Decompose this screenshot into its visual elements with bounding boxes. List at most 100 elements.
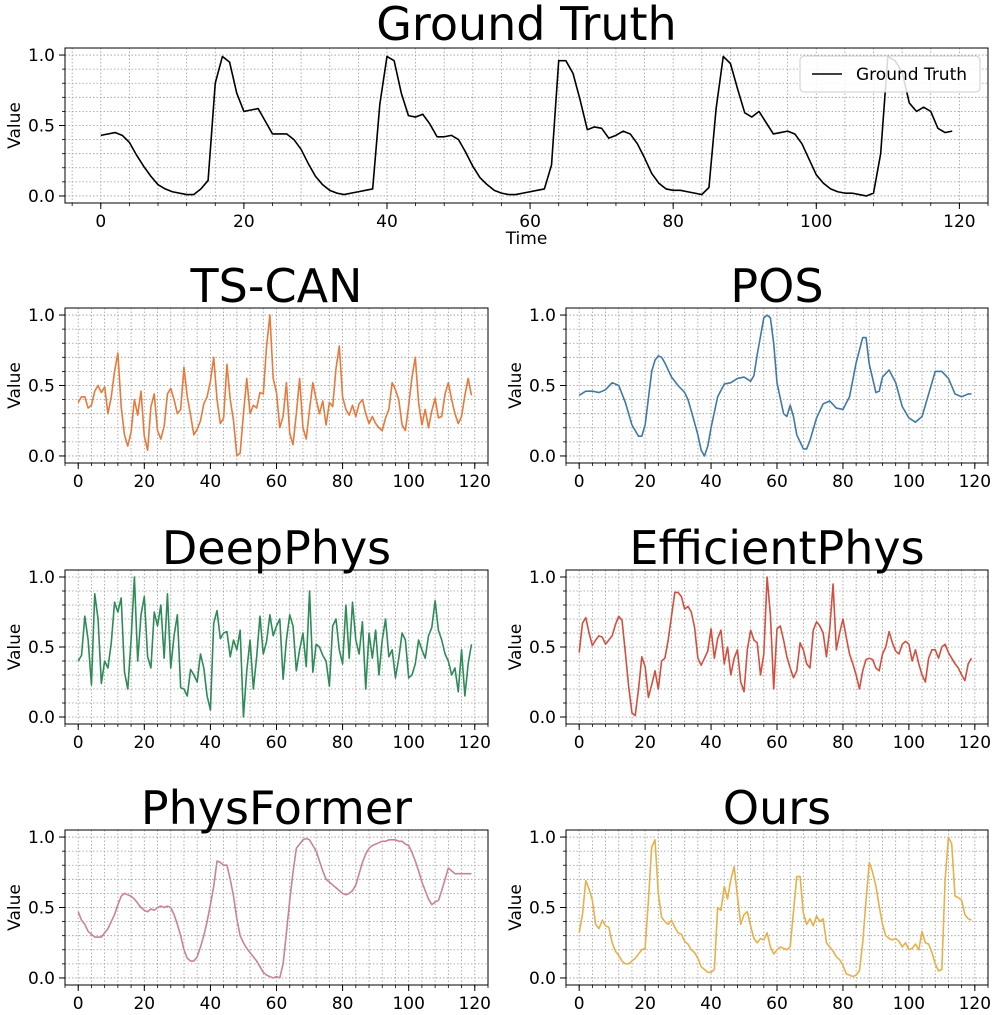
chart-title: DeepPhys (162, 521, 391, 575)
y-tick-label: 1.0 (28, 306, 55, 326)
grid-pos (565, 308, 989, 463)
x-tick-label: 60 (266, 733, 288, 753)
x-tick-label: 0 (73, 994, 84, 1014)
legend: Ground Truth (799, 55, 981, 93)
x-tick-label: 40 (700, 733, 722, 753)
x-tick-label: 120 (459, 472, 491, 492)
x-tick-label: 20 (634, 733, 656, 753)
y-tick-label: 0.0 (529, 447, 556, 467)
chart-title: Ground Truth (376, 0, 676, 51)
y-tick-label: 0.0 (28, 447, 55, 467)
series-line-tscan (77, 314, 473, 457)
y-tick-label: 0.5 (529, 638, 556, 658)
subplot-gt: 0 20 40 60 80 100 120 0.0 0.5 1.0 Ground Truth Valu… (5, 0, 989, 249)
y-axis-label: Value (5, 102, 25, 149)
x-tick-label: 120 (959, 472, 991, 492)
y-tick-label: 1.0 (28, 46, 55, 66)
x-tick-label: 80 (662, 212, 684, 232)
y-tick-label: 0.0 (28, 969, 55, 989)
x-tick-label: 40 (700, 994, 722, 1014)
x-tick-label: 80 (832, 472, 854, 492)
x-tick-label: 100 (392, 994, 424, 1014)
y-tick-label: 1.0 (529, 828, 556, 848)
x-tick-label: 40 (700, 472, 722, 492)
subplot-ours: 0 20 40 60 80 100 120 0.0 0.5 1.0 Ours Value (506, 781, 991, 1014)
x-tick-label: 40 (200, 472, 222, 492)
y-axis-label: Value (5, 362, 25, 409)
y-axis-label: Value (506, 362, 526, 409)
series-line-deepphys (77, 576, 473, 718)
chart-title: POS (730, 259, 823, 313)
x-tick-label: 120 (959, 994, 991, 1014)
chart-title: PhysFormer (141, 781, 412, 835)
y-tick-label: 0.5 (529, 377, 556, 397)
y-tick-label: 1.0 (28, 568, 55, 588)
y-axis-label: Value (5, 884, 25, 931)
subplot-efficientphys: 0 20 40 60 80 100 120 0.0 0.5 1.0 EfficientPhys Val… (506, 521, 991, 753)
x-tick-label: 100 (893, 733, 925, 753)
grid-physformer (64, 830, 489, 985)
y-axis-label: Value (506, 884, 526, 931)
series-line-ours (578, 836, 972, 978)
grid-ours (565, 830, 989, 985)
subplot-deepphys: 0 20 40 60 80 100 120 0.0 0.5 1.0 DeepPhys Value (5, 521, 491, 753)
x-tick-label: 60 (266, 472, 288, 492)
grid-deepphys (64, 570, 489, 724)
subplot-pos: 0 20 40 60 80 100 120 0.0 0.5 1.0 POS Value (506, 259, 991, 492)
y-tick-label: 0.5 (28, 377, 55, 397)
x-tick-label: 20 (133, 472, 155, 492)
y-tick-label: 1.0 (28, 828, 55, 848)
y-tick-label: 0.5 (28, 899, 55, 919)
x-tick-label: 20 (133, 733, 155, 753)
x-tick-label: 60 (766, 472, 788, 492)
x-tick-label: 60 (766, 994, 788, 1014)
legend-box (799, 55, 981, 93)
y-axis-label: Value (5, 624, 25, 671)
chart-title: TS-CAN (190, 259, 363, 313)
chart-title: EfficientPhys (629, 521, 924, 575)
x-tick-label: 100 (893, 472, 925, 492)
x-tick-label: 40 (200, 733, 222, 753)
series-line-efficientphys (578, 576, 973, 717)
x-tick-label: 100 (392, 733, 424, 753)
x-tick-label: 80 (832, 733, 854, 753)
y-tick-label: 1.0 (529, 568, 556, 588)
series-line-gt (100, 55, 953, 197)
x-tick-label: 120 (943, 212, 975, 232)
x-tick-label: 20 (634, 472, 656, 492)
x-tick-label: 0 (73, 733, 84, 753)
x-tick-label: 80 (332, 994, 354, 1014)
x-tick-label: 60 (266, 994, 288, 1014)
y-tick-label: 0.0 (529, 969, 556, 989)
grid-tscan (64, 308, 489, 463)
x-tick-label: 120 (459, 994, 491, 1014)
x-tick-label: 20 (634, 994, 656, 1014)
x-tick-label: 0 (574, 733, 585, 753)
x-tick-label: 0 (73, 472, 84, 492)
y-tick-label: 0.5 (28, 638, 55, 658)
x-tick-label: 80 (332, 733, 354, 753)
subplot-physformer: 0 20 40 60 80 100 120 0.0 0.5 1.0 PhysFormer Value (5, 781, 491, 1014)
series-line-physformer (77, 837, 472, 979)
x-tick-label: 0 (95, 212, 106, 232)
y-tick-label: 0.0 (28, 187, 55, 207)
y-tick-label: 0.5 (28, 117, 55, 137)
y-tick-label: 0.0 (529, 708, 556, 728)
x-tick-label: 80 (832, 994, 854, 1014)
subplot-tscan: 0 20 40 60 80 100 120 0.0 0.5 1.0 TS-CAN Value (5, 259, 491, 492)
x-tick-label: 60 (766, 733, 788, 753)
y-tick-label: 0.0 (28, 708, 55, 728)
x-tick-label: 0 (574, 472, 585, 492)
legend-label: Ground Truth (856, 65, 967, 85)
y-tick-label: 1.0 (529, 306, 556, 326)
x-tick-label: 120 (459, 733, 491, 753)
x-tick-label: 40 (376, 212, 398, 232)
x-tick-label: 80 (332, 472, 354, 492)
grid-efficientphys (565, 570, 989, 724)
chart-title: Ours (723, 781, 831, 835)
series-line-pos (578, 314, 972, 457)
x-tick-label: 100 (893, 994, 925, 1014)
x-tick-label: 20 (233, 212, 255, 232)
x-tick-label: 120 (959, 733, 991, 753)
